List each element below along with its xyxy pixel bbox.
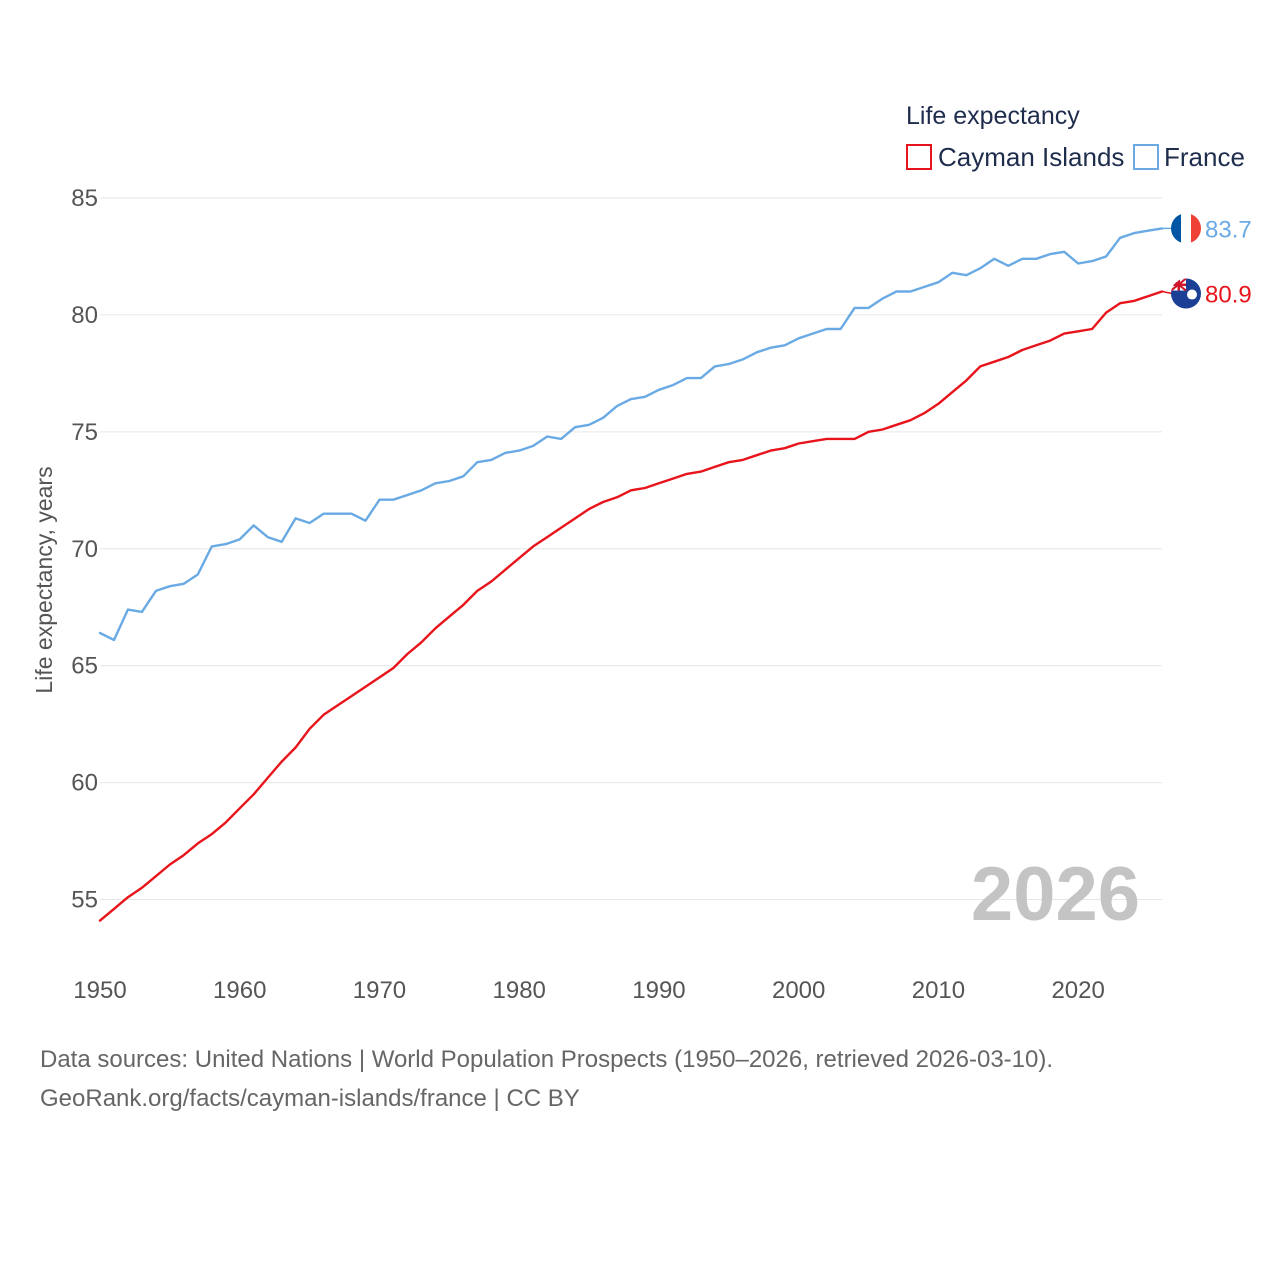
y-axis-label: Life expectancy, years <box>31 466 57 693</box>
cayman-islands-flag-icon <box>1171 278 1201 309</box>
end-connector-cayman-islands <box>1161 290 1173 295</box>
legend-swatch-cayman-islands <box>906 144 932 170</box>
attribution-link[interactable]: GeoRank.org/facts/cayman-islands/france … <box>40 1085 580 1112</box>
legend-label-france: France <box>1164 142 1245 172</box>
end-labels: 80.9 83.7 <box>1161 213 1252 309</box>
series-line-cayman-islands[interactable] <box>98 290 1164 922</box>
series-line-france[interactable] <box>98 227 1164 642</box>
end-label-cayman-islands: 80.9 <box>1205 282 1252 309</box>
x-tick-label-1950: 1950 <box>73 977 126 1004</box>
y-tick-label-60: 60 <box>71 770 98 797</box>
legend-item-cayman-islands[interactable]: Cayman Islands <box>906 142 1124 172</box>
x-tick-label-2010: 2010 <box>912 977 965 1004</box>
x-tick-label-1980: 1980 <box>493 977 546 1004</box>
data-sources-note: Data sources: United Nations | World Pop… <box>40 1046 1054 1073</box>
legend-label-cayman-islands: Cayman Islands <box>938 142 1124 172</box>
year-watermark: 2026 <box>971 852 1140 937</box>
legend: Life expectancy Cayman Islands France <box>906 102 1245 172</box>
gridlines <box>100 197 1162 901</box>
y-tick-label-70: 70 <box>71 536 98 563</box>
life-expectancy-chart: 55 60 65 70 75 80 85 1950 1960 1970 1980 1990 2000 2… <box>31 102 1252 1004</box>
legend-item-france[interactable]: France <box>1133 142 1245 172</box>
legend-title: Life expectancy <box>906 102 1080 130</box>
y-tick-label-75: 75 <box>71 419 98 446</box>
y-tick-label-55: 55 <box>71 887 98 914</box>
x-tick-label-1990: 1990 <box>632 977 685 1004</box>
x-tick-label-1970: 1970 <box>353 977 406 1004</box>
france-flag-icon <box>1171 213 1201 244</box>
x-tick-label-2020: 2020 <box>1051 977 1104 1004</box>
y-tick-label-80: 80 <box>71 302 98 329</box>
y-tick-label-65: 65 <box>71 653 98 680</box>
series-lines <box>98 227 1164 922</box>
legend-swatch-france <box>1133 144 1159 170</box>
end-label-france: 83.7 <box>1205 216 1252 243</box>
y-axis-ticks: 55 60 65 70 75 80 85 <box>71 185 98 914</box>
x-tick-label-2000: 2000 <box>772 977 825 1004</box>
x-axis-ticks: 1950 1960 1970 1980 1990 2000 2010 2020 <box>73 977 1105 1004</box>
x-tick-label-1960: 1960 <box>213 977 266 1004</box>
y-tick-label-85: 85 <box>71 185 98 212</box>
